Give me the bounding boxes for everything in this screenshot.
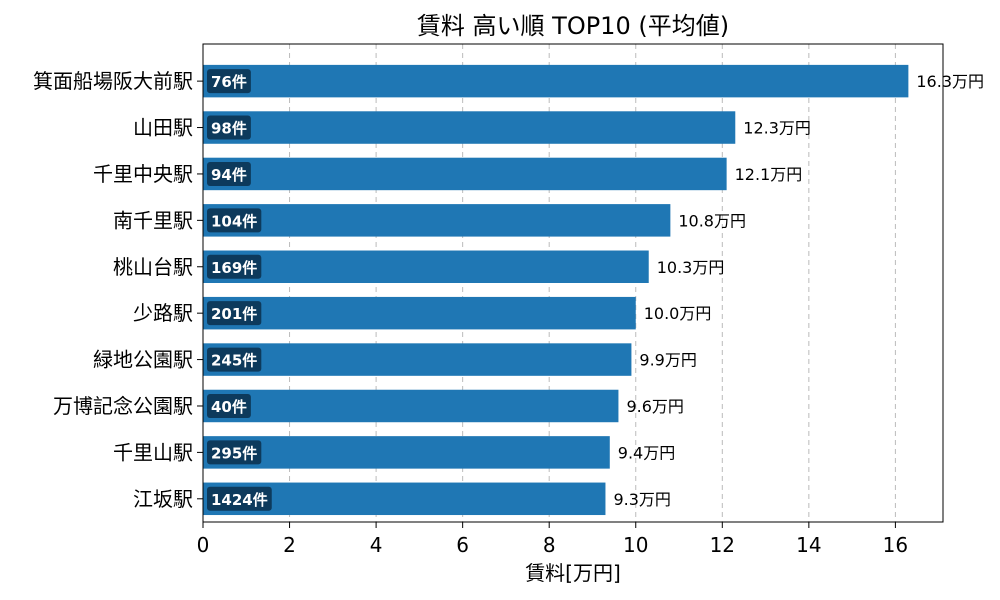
count-label: 295件 <box>211 444 257 462</box>
category-label: 山田駅 <box>133 116 193 140</box>
count-badge <box>207 301 262 326</box>
category-label: 緑地公園駅 <box>93 348 193 372</box>
count-badge <box>207 440 262 465</box>
category-label: 千里中央駅 <box>93 162 193 186</box>
count-badge <box>207 486 272 511</box>
x-tick-label: 14 <box>796 533 821 557</box>
value-label: 16.3万円 <box>916 72 984 91</box>
category-label: 桃山台駅 <box>113 255 193 279</box>
x-axis: 0 2 4 6 8 10 12 14 16 <box>197 522 908 557</box>
count-badge <box>207 347 262 372</box>
x-tick-label: 12 <box>710 533 735 557</box>
value-label: 9.6万円 <box>626 397 683 416</box>
count-label: 1424件 <box>211 491 268 509</box>
category-label: 千里山駅 <box>113 440 193 464</box>
chart-title: 賃料 高い順 TOP10 (平均値) <box>417 12 729 40</box>
category-label: 万博記念公園駅 <box>53 394 193 418</box>
bar <box>203 296 636 330</box>
value-label: 9.9万円 <box>639 351 696 370</box>
count-label: 76件 <box>211 73 247 91</box>
value-label: 12.3万円 <box>743 119 811 138</box>
x-tick-label: 2 <box>283 533 296 557</box>
plot-frame <box>202 43 944 523</box>
value-label: 9.4万円 <box>618 443 675 462</box>
x-tick-label: 6 <box>456 533 469 557</box>
x-tick-label: 8 <box>543 533 556 557</box>
x-tick-label: 0 <box>197 533 210 557</box>
value-label: 10.0万円 <box>644 304 712 323</box>
x-tick-label: 4 <box>370 533 383 557</box>
x-tick-label: 16 <box>883 533 908 557</box>
value-label: 10.3万円 <box>657 258 725 277</box>
count-label: 245件 <box>211 352 257 370</box>
count-label: 40件 <box>211 398 247 416</box>
count-badge <box>207 208 262 233</box>
count-badge <box>207 254 262 279</box>
bar <box>203 250 649 283</box>
bar <box>203 436 610 469</box>
bar <box>203 343 632 376</box>
category-label: 箕面船場阪大前駅 <box>33 69 193 93</box>
category-label: 少路駅 <box>133 301 193 325</box>
bar <box>203 204 671 237</box>
count-label: 201件 <box>211 305 257 323</box>
count-label: 104件 <box>211 212 257 230</box>
category-label: 南千里駅 <box>113 208 193 232</box>
category-label: 江坂駅 <box>133 487 193 511</box>
bar <box>203 111 736 144</box>
value-label: 9.3万円 <box>613 490 670 509</box>
count-badge <box>207 69 251 94</box>
bar <box>203 157 727 191</box>
x-tick-label: 10 <box>623 533 648 557</box>
bars <box>203 64 909 516</box>
count-badge <box>207 115 251 140</box>
count-label: 98件 <box>211 120 247 138</box>
bar <box>203 389 619 423</box>
value-label: 10.8万円 <box>678 211 746 230</box>
count-badge <box>207 393 251 418</box>
value-label: 12.1万円 <box>735 165 803 184</box>
count-label: 169件 <box>211 259 257 277</box>
count-badge <box>207 161 251 186</box>
x-axis-label: 賃料[万円] <box>525 561 621 585</box>
count-label: 94件 <box>211 166 247 184</box>
bar <box>203 64 909 98</box>
